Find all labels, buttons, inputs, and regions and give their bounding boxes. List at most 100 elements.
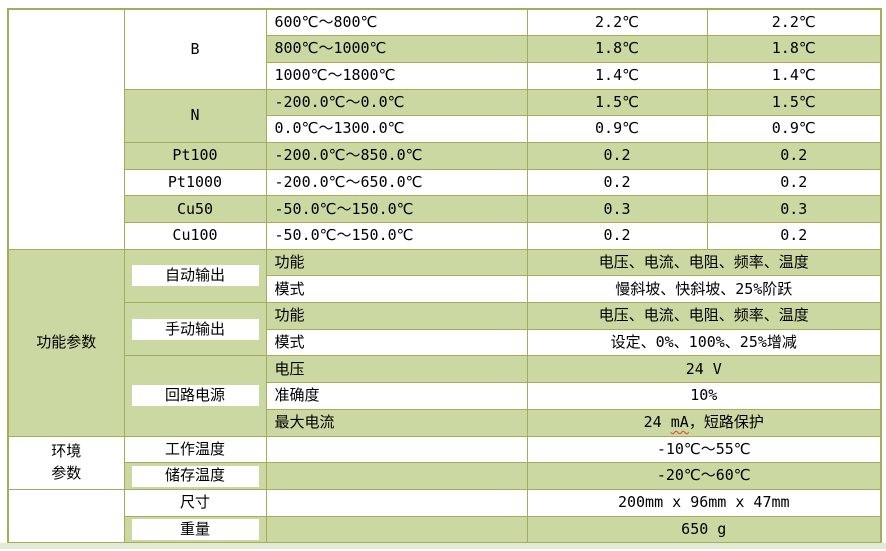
table-row: 环境 参数 工作温度 -10℃～55℃ [7,435,882,490]
param-value-cell: 10% [526,382,882,410]
sensor-type-cell: B [123,8,267,90]
param-label: 储存温度 [164,466,225,485]
accuracy-cell: 1.4℃ [526,61,708,90]
accuracy-cell: 0.2 [526,141,708,170]
accuracy-cell: 0.3 [526,195,708,223]
sensor-type-label: N [190,106,200,125]
label-box: 自动输出 [131,265,259,287]
param-label-cell-storage-temp: 储存温度 [123,462,267,490]
table-row: B 600℃～800℃ 2.2℃ 2.2℃ [7,8,882,250]
group-label-cell-manual-output: 手动输出 [123,302,267,357]
param-name-cell: 功能 [265,302,528,330]
accuracy-text: 0.3 [780,199,808,218]
accuracy-text: 2.2℃ [595,12,639,31]
empty-cell [265,515,528,544]
label-box: 手动输出 [131,318,259,340]
table-row: 0.0℃～1300.0℃ 0.9℃ 0.9℃ [8,115,882,143]
range-cell: -50.0℃～150.0℃ [265,222,528,250]
group-label-cell-loop-power: 回路电源 [123,355,267,437]
param-value-cell: 24 mA，短路保护 [526,408,882,437]
accuracy-text: 0.2 [780,172,808,191]
param-value: 24 V [685,359,722,378]
param-value: -20℃～60℃ [656,466,751,485]
table-row: 回路电源 电压 24 V [8,355,882,437]
range-text: 600℃～800℃ [274,12,378,31]
param-value: 电压、电流、电阻、频率、温度 [598,252,809,271]
accuracy-text: 0.3 [603,199,631,218]
range-cell: -200.0℃～0.0℃ [265,88,528,117]
empty-cell [265,435,528,464]
table-row: Pt100 -200.0℃～850.0℃ 0.2 0.2 [8,141,882,170]
group-label-cell-auto-output: 自动输出 [123,248,267,304]
section-title: 功能参数 [36,332,97,351]
table-row: 重量 650 g [8,515,882,544]
table-row: 手动输出 功能 电压、电流、电阻、频率、温度 [8,302,882,357]
range-cell: 0.0℃～1300.0℃ [265,115,528,143]
param-name: 模式 [274,332,305,351]
accuracy-cell: 1.4℃ [706,61,882,90]
accuracy-text: 1.5℃ [595,92,639,111]
accuracy-text: 0.9℃ [771,119,816,138]
range-cell: 1000℃～1800℃ [265,61,528,90]
param-value: 慢斜坡、快斜坡、25%阶跃 [615,279,793,298]
param-value-cell: 24 V [526,355,882,384]
param-name-cell: 模式 [265,275,528,304]
sensor-type-label: Pt1000 [167,172,223,191]
param-name-cell: 电压 [265,355,528,384]
sensor-type-label: Cu50 [176,199,214,218]
param-value: 设定、0%、100%、25%增减 [610,332,797,351]
accuracy-text: 2.2℃ [771,12,816,31]
sensor-type-cell: Cu100 [123,222,267,250]
group-label: 回路电源 [164,386,225,405]
exterior-bottom-band [0,543,886,549]
accuracy-cell: 1.5℃ [526,88,708,117]
accuracy-cell: 0.3 [706,195,882,223]
accuracy-cell: 0.2 [706,141,882,170]
empty-cell [265,462,528,490]
accuracy-text: 1.4℃ [771,66,816,85]
param-name-cell: 模式 [265,328,528,357]
param-name: 功能 [274,306,305,325]
range-cell: -50.0℃～150.0℃ [265,195,528,223]
param-value-suffix: ，短路保护 [688,413,764,432]
param-value-cell: -10℃～55℃ [526,435,882,464]
param-value: 650 g [681,519,727,538]
range-cell: 600℃～800℃ [265,8,528,37]
accuracy-text: 0.9℃ [595,119,639,138]
accuracy-cell: 1.8℃ [526,35,708,63]
spec-table: B 600℃～800℃ 2.2℃ 2.2℃ 800℃～1000℃ 1.8℃ 1.… [7,8,882,544]
param-value-cell: 慢斜坡、快斜坡、25%阶跃 [526,275,882,304]
accuracy-cell: 1.5℃ [706,88,882,117]
table-row: Pt1000 -200.0℃～650.0℃ 0.2 0.2 [8,168,882,197]
accuracy-text: 1.8℃ [771,39,816,58]
param-name-cell: 准确度 [265,382,528,410]
accuracy-text: 1.5℃ [771,92,816,111]
param-value-spellchecked: mA [670,413,689,432]
table-row: 800℃～1000℃ 1.8℃ 1.8℃ [8,35,882,63]
section-title-cell-function: 功能参数 [7,248,125,437]
accuracy-text: 0.2 [780,226,808,245]
accuracy-cell: 0.2 [526,168,708,197]
param-value: 10% [690,386,718,405]
table-row: 模式 慢斜坡、快斜坡、25%阶跃 [8,275,882,304]
accuracy-cell: 2.2℃ [526,8,708,37]
param-value-cell: 设定、0%、100%、25%增减 [526,328,882,357]
group-label: 自动输出 [164,266,225,285]
section-title-line2: 参数 [51,463,82,482]
param-name: 最大电流 [274,413,335,432]
param-value-cell: 200mm x 96mm x 47mm [526,488,882,517]
param-name-cell: 最大电流 [265,408,528,437]
table-row: 储存温度 -20℃～60℃ [8,462,882,490]
section-title-cell-environment: 环境 参数 [7,435,125,490]
table-row: 1000℃～1800℃ 1.4℃ 1.4℃ [8,61,882,90]
table-row: Cu50 -50.0℃～150.0℃ 0.3 0.3 [8,195,882,223]
param-value-cell: -20℃～60℃ [526,462,882,490]
sensor-type-cell: Cu50 [123,195,267,223]
sensor-type-cell: Pt100 [123,141,267,170]
sensor-section-spacer-cell [7,8,125,250]
param-label-cell-weight: 重量 [123,515,267,544]
label-box: 储存温度 [131,465,259,487]
table-row: 尺寸 200mm x 96mm x 47mm [7,488,882,544]
empty-cell [265,488,528,517]
param-name: 电压 [274,359,305,378]
